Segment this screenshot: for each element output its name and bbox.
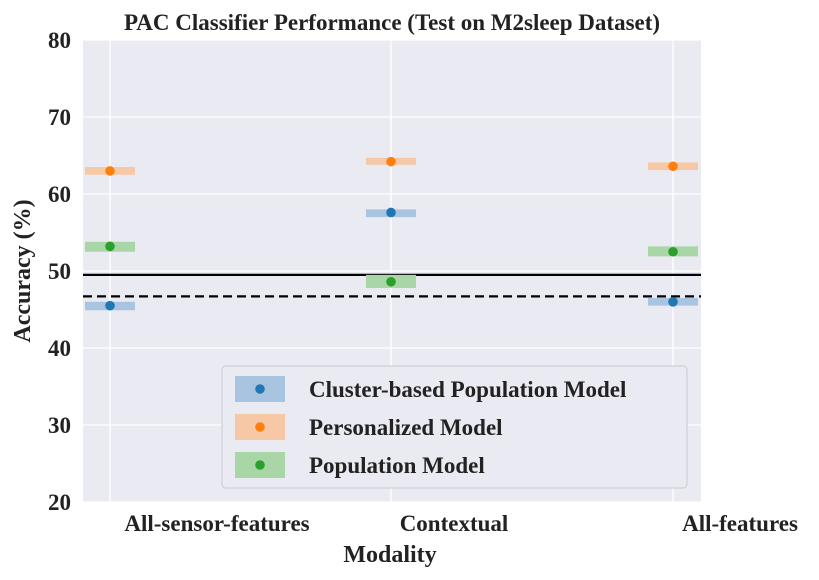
y-tick-label: 30 [48,413,71,438]
legend-label: Population Model [309,453,485,478]
y-tick-label: 20 [48,490,71,515]
data-points [105,156,678,311]
cluster-based-population-model-point [668,297,678,307]
x-axis-label: Modality [343,542,436,568]
y-tick-label: 40 [48,336,71,361]
x-tick-label: All-sensor-features [124,511,309,536]
legend-label: Cluster-based Population Model [309,377,626,402]
x-tick-label: All-features [682,511,798,536]
personalized-model-point [386,156,396,167]
legend-marker [255,384,265,394]
legend-marker [255,422,265,432]
population-model-point [105,241,115,252]
x-tick-labels: All-sensor-features Contextual All-feature… [124,511,798,536]
chart-title: PAC Classifier Performance (Test on M2sl… [124,10,660,35]
cluster-based-population-model-point [105,300,115,311]
population-model-point [668,246,678,257]
x-tick-label: Contextual [400,511,509,536]
y-tick-label: 60 [48,182,71,207]
y-tick-labels: 20 30 40 50 60 70 80 [48,28,71,515]
cluster-based-population-model-point [386,207,396,218]
y-tick-label: 70 [48,105,71,130]
personalized-model-point [668,161,678,172]
y-axis-label: Accuracy (%) [10,199,36,342]
legend-label: Personalized Model [309,415,503,440]
legend-box [221,365,688,489]
legend: Cluster-based Population Model Personaliz… [221,365,688,489]
personalized-model-point [105,166,115,176]
legend-marker [255,460,265,470]
y-tick-label: 50 [48,259,71,284]
population-model-point [386,276,396,287]
y-tick-label: 80 [48,28,71,53]
